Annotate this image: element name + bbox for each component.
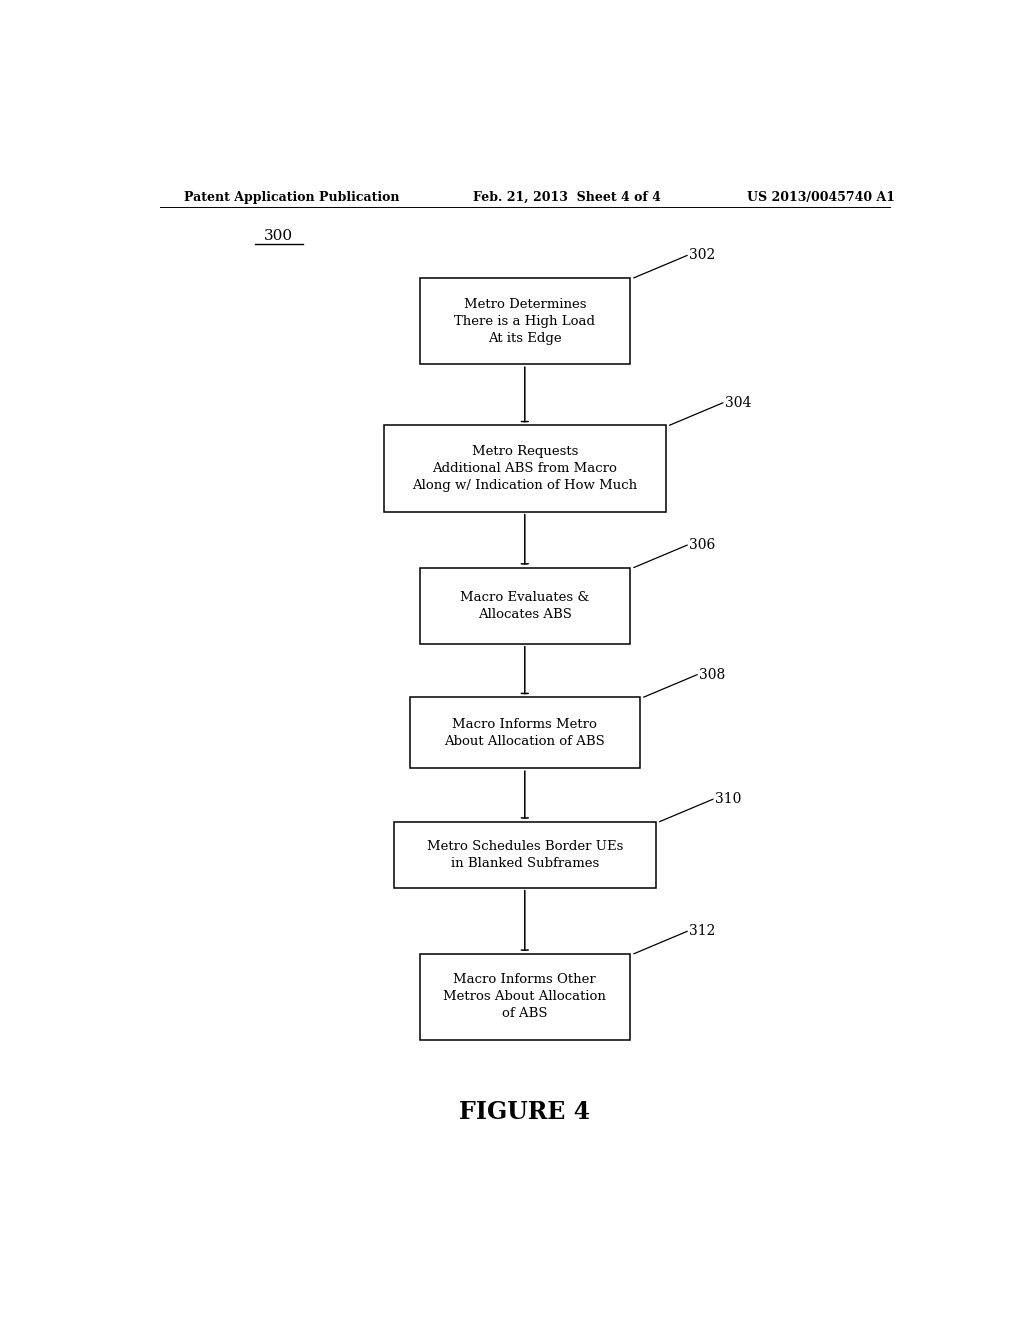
Text: 304: 304: [725, 396, 752, 409]
FancyBboxPatch shape: [420, 277, 630, 364]
Text: Metro Requests
Additional ABS from Macro
Along w/ Indication of How Much: Metro Requests Additional ABS from Macro…: [413, 445, 637, 492]
FancyBboxPatch shape: [420, 568, 630, 644]
Text: Feb. 21, 2013  Sheet 4 of 4: Feb. 21, 2013 Sheet 4 of 4: [473, 190, 662, 203]
Text: Patent Application Publication: Patent Application Publication: [183, 190, 399, 203]
Text: 312: 312: [689, 924, 716, 939]
Text: Metro Schedules Border UEs
in Blanked Subframes: Metro Schedules Border UEs in Blanked Su…: [427, 840, 623, 870]
FancyBboxPatch shape: [420, 954, 630, 1040]
FancyBboxPatch shape: [394, 821, 655, 887]
Text: Macro Informs Metro
About Allocation of ABS: Macro Informs Metro About Allocation of …: [444, 718, 605, 747]
Text: 306: 306: [689, 539, 716, 552]
Text: Macro Evaluates &
Allocates ABS: Macro Evaluates & Allocates ABS: [460, 590, 590, 620]
Text: Macro Informs Other
Metros About Allocation
of ABS: Macro Informs Other Metros About Allocat…: [443, 973, 606, 1020]
FancyBboxPatch shape: [384, 425, 666, 512]
Text: FIGURE 4: FIGURE 4: [459, 1100, 591, 1123]
Text: 300: 300: [264, 228, 293, 243]
Text: US 2013/0045740 A1: US 2013/0045740 A1: [748, 190, 895, 203]
Text: 308: 308: [699, 668, 726, 681]
Text: 302: 302: [689, 248, 716, 263]
Text: Metro Determines
There is a High Load
At its Edge: Metro Determines There is a High Load At…: [455, 297, 595, 345]
FancyBboxPatch shape: [410, 697, 640, 768]
Text: 310: 310: [715, 792, 741, 807]
